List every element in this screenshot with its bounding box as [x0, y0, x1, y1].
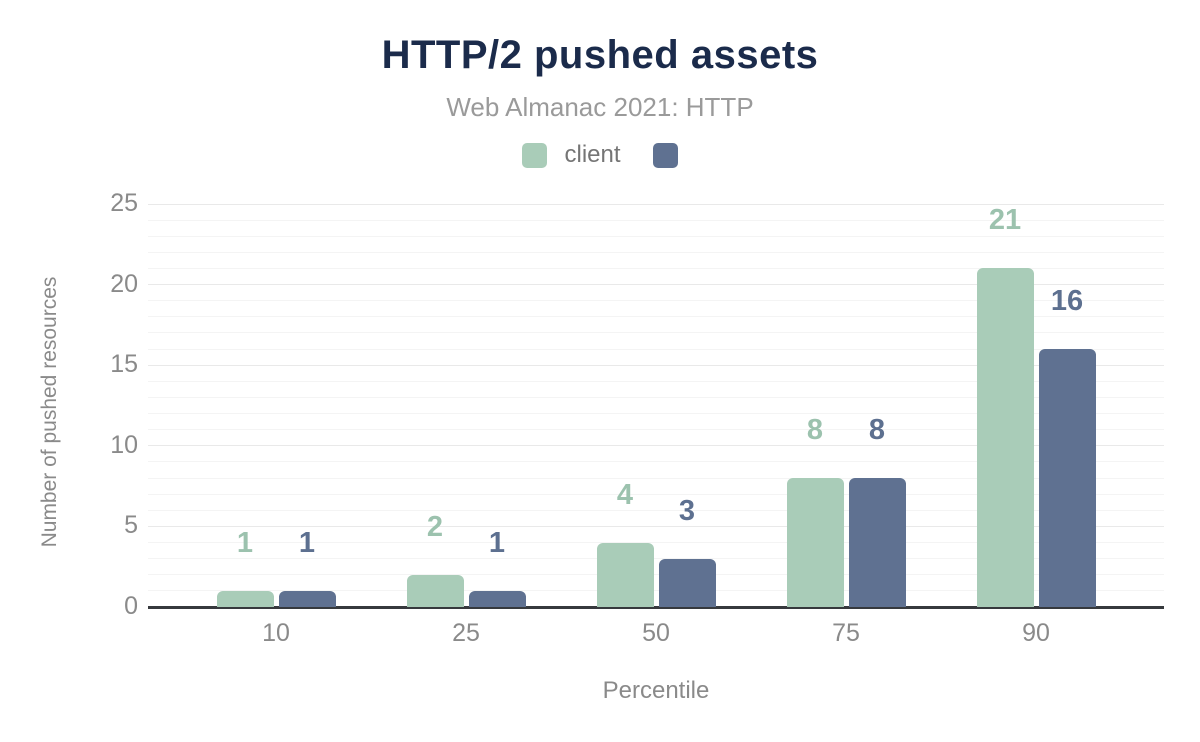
minor-gridline — [148, 380, 1164, 382]
bar-client-p75[interactable] — [786, 478, 844, 607]
minor-gridline — [148, 558, 1164, 560]
bar-client-p90[interactable] — [976, 268, 1034, 607]
bar-value-label-client-p50: 4 — [616, 478, 634, 511]
legend-swatch-series2 — [652, 142, 678, 168]
legend-item-client[interactable]: client — [522, 141, 621, 169]
x-tick-label-p75: 75 — [832, 619, 860, 647]
legend-swatch-client — [522, 142, 548, 168]
x-tick-label-p10: 10 — [262, 619, 290, 647]
minor-gridline — [148, 267, 1164, 269]
minor-gridline — [148, 461, 1164, 463]
minor-gridline — [148, 235, 1164, 237]
minor-gridline — [148, 413, 1164, 415]
y-tick-label: 10 — [110, 430, 138, 459]
x-tick-label-p25: 25 — [452, 619, 480, 647]
minor-gridline — [148, 574, 1164, 576]
legend-label-client: client — [564, 141, 621, 168]
bar-client-p50[interactable] — [596, 542, 654, 607]
chart-title: HTTP/2 pushed assets — [381, 33, 819, 77]
minor-gridline — [148, 219, 1164, 221]
x-axis-line — [148, 606, 1164, 609]
bar-value-label-series2-p25: 1 — [488, 526, 506, 559]
minor-gridline — [148, 348, 1164, 350]
bar-value-label-series2-p10: 1 — [298, 526, 316, 559]
bar-series2-p10[interactable] — [278, 590, 336, 607]
chart-subtitle: Web Almanac 2021: HTTP — [446, 92, 754, 122]
minor-gridline — [148, 332, 1164, 334]
minor-gridline — [148, 493, 1164, 495]
bar-value-label-series2-p50: 3 — [678, 494, 696, 527]
minor-gridline — [148, 542, 1164, 544]
bar-client-p25[interactable] — [406, 574, 464, 607]
x-tick-label-p90: 90 — [1022, 619, 1050, 647]
bar-series2-p90[interactable] — [1038, 349, 1096, 607]
legend-item-series2[interactable] — [652, 142, 678, 168]
bar-value-label-client-p75: 8 — [806, 414, 824, 447]
x-tick-label-p50: 50 — [642, 619, 670, 647]
major-gridline — [148, 525, 1164, 527]
bar-series2-p25[interactable] — [468, 590, 526, 607]
y-axis-title: Number of pushed resources — [38, 276, 61, 548]
major-gridline — [148, 203, 1164, 205]
bar-value-label-client-p10: 1 — [236, 526, 254, 559]
major-gridline — [148, 284, 1164, 286]
minor-gridline — [148, 477, 1164, 479]
major-gridline — [148, 445, 1164, 447]
legend: client — [0, 141, 1200, 169]
minor-gridline — [148, 316, 1164, 318]
bar-client-p10[interactable] — [216, 590, 274, 607]
minor-gridline — [148, 251, 1164, 253]
x-axis-title: Percentile — [602, 677, 710, 704]
minor-gridline — [148, 429, 1164, 431]
y-tick-label: 5 — [124, 511, 138, 540]
y-tick-label: 0 — [124, 592, 138, 620]
minor-gridline — [148, 396, 1164, 398]
bar-value-label-client-p90: 21 — [988, 204, 1022, 237]
major-gridline — [148, 364, 1164, 366]
bar-series2-p50[interactable] — [658, 558, 716, 607]
y-tick-label: 20 — [110, 269, 138, 298]
minor-gridline — [148, 300, 1164, 302]
minor-gridline — [148, 509, 1164, 511]
y-tick-label: 15 — [110, 350, 138, 379]
y-tick-label: 25 — [110, 189, 138, 217]
bar-value-label-series2-p90: 16 — [1050, 285, 1084, 318]
minor-gridline — [148, 590, 1164, 592]
bar-value-label-client-p25: 2 — [426, 510, 444, 543]
bar-series2-p75[interactable] — [848, 478, 906, 607]
bar-value-label-series2-p75: 8 — [868, 414, 886, 447]
plot-area: 1 1 2 1 4 3 8 8 21 16 — [148, 203, 1164, 609]
